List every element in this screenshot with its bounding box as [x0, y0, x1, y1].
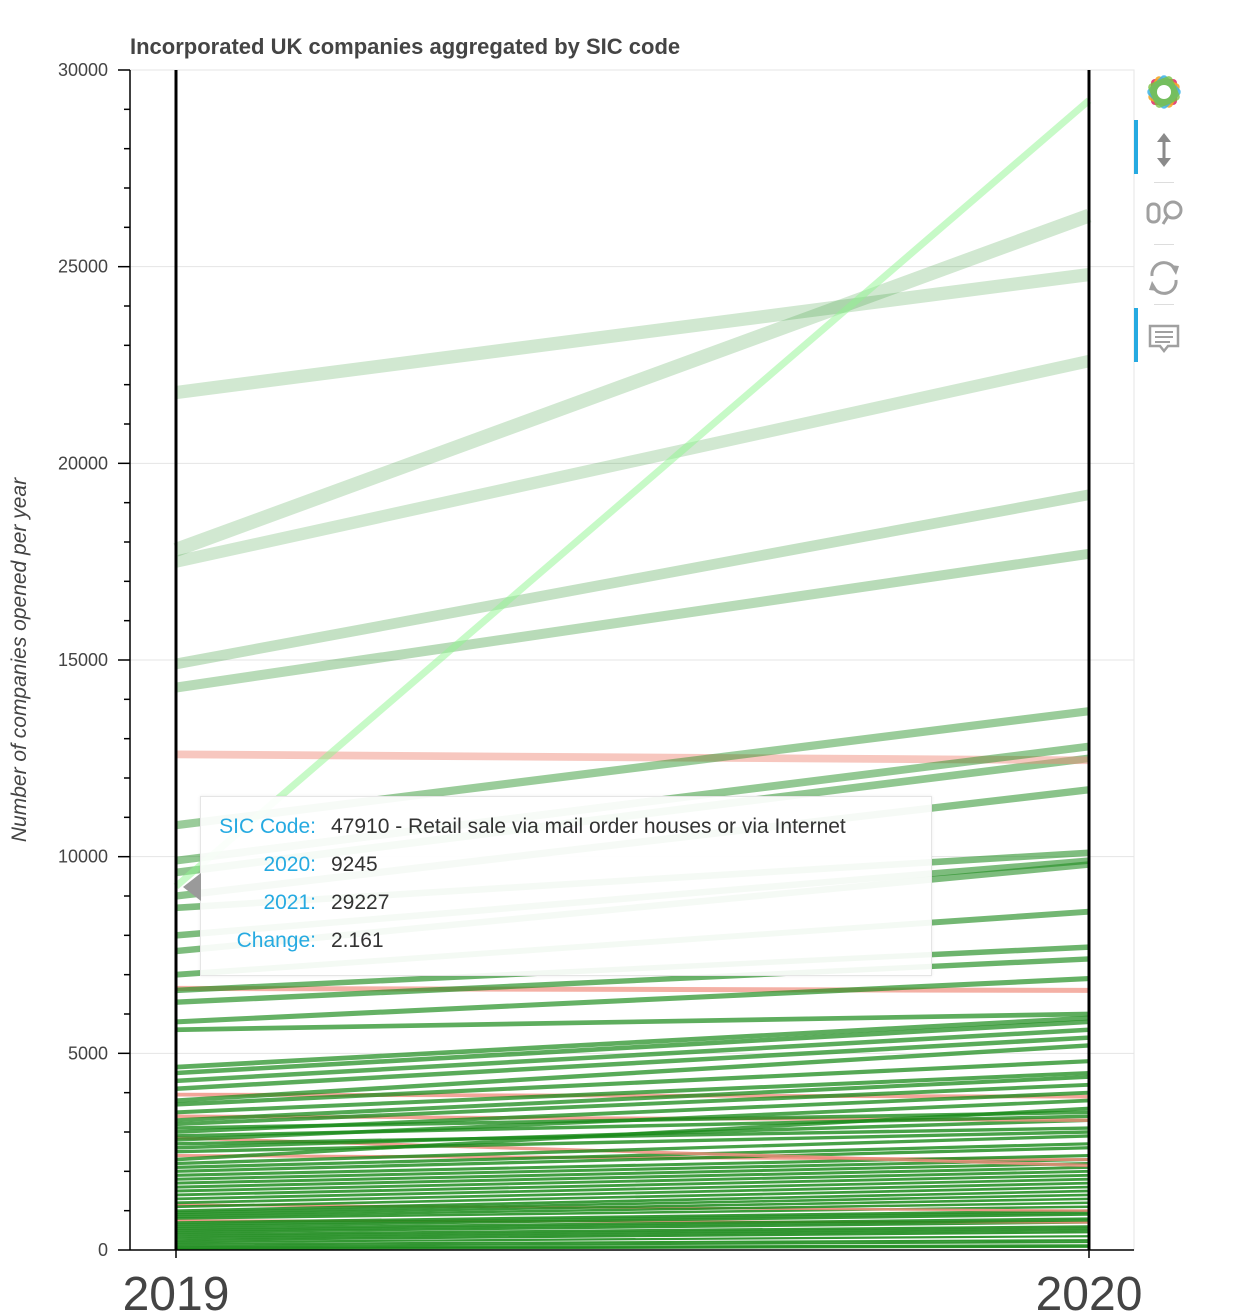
- series-line: [175, 489, 1090, 670]
- series-line: [175, 1211, 1090, 1226]
- series-line: [173, 97, 1092, 890]
- series-line: [175, 1015, 1090, 1070]
- series-line: [175, 548, 1090, 693]
- y-tick-label: 20000: [58, 453, 108, 473]
- series-line: [175, 1221, 1090, 1234]
- series-line: [175, 1225, 1090, 1236]
- tooltip-row-2020: 2020: 9245: [201, 853, 921, 883]
- series-line: [175, 1189, 1090, 1213]
- y-tick-label: 25000: [58, 257, 108, 277]
- tooltip-key: 2020:: [263, 853, 316, 876]
- ywheel-zoom-icon: [1157, 133, 1171, 167]
- series-line: [175, 1181, 1090, 1205]
- y-tick-label: 30000: [58, 60, 108, 80]
- series-line: [175, 1239, 1090, 1246]
- series-line: [175, 1146, 1090, 1173]
- y-tick-label: 0: [98, 1240, 108, 1260]
- series-line: [175, 1219, 1090, 1232]
- series-line: [175, 1011, 1090, 1033]
- series-line: [175, 1173, 1090, 1197]
- series-lines: [173, 97, 1092, 1250]
- tooltip-arrow: [183, 873, 201, 901]
- series-line: [175, 1193, 1090, 1214]
- series-line: [175, 1227, 1090, 1238]
- series-line: [175, 1245, 1090, 1250]
- tooltip-key: SIC Code:: [219, 815, 316, 838]
- series-line: [175, 1035, 1090, 1091]
- series-line: [175, 1106, 1090, 1162]
- hover-tool[interactable]: [1134, 308, 1194, 362]
- series-line: [175, 1158, 1090, 1181]
- series-line: [175, 1209, 1090, 1224]
- axes: [118, 69, 1134, 1258]
- series-line: [175, 1071, 1090, 1115]
- series-line: [174, 355, 1091, 568]
- series-line: [175, 1126, 1090, 1146]
- series-line: [175, 1027, 1090, 1084]
- tooltip-row-change: Change: 2.161: [201, 929, 921, 959]
- series-line: [175, 1154, 1090, 1177]
- series-line: [175, 985, 1090, 993]
- series-line: [175, 1201, 1090, 1218]
- y-tick-label: 5000: [68, 1043, 108, 1063]
- y-tick-label: 15000: [58, 650, 108, 670]
- series-line: [175, 267, 1090, 400]
- series-line: [175, 1217, 1090, 1230]
- series-line: [175, 1142, 1090, 1169]
- series-line: [175, 1090, 1090, 1134]
- series-line: [175, 1185, 1090, 1209]
- series-line: [175, 1241, 1090, 1248]
- series-line: [175, 1229, 1090, 1240]
- chart-title: Incorporated UK companies aggregated by …: [130, 34, 680, 59]
- series-line: [175, 1244, 1090, 1249]
- tooltip-key: 2021:: [263, 891, 316, 914]
- series-line: [175, 1197, 1090, 1216]
- hover-tooltip: SIC Code: 47910 - Retail sale via mail o…: [183, 796, 932, 976]
- series-line: [175, 956, 1090, 1005]
- series-line: [175, 1165, 1090, 1189]
- tooltip-row-sic-code: SIC Code: 47910 - Retail sale via mail o…: [201, 815, 921, 845]
- series-line: [175, 1092, 1090, 1099]
- series-line: [175, 1043, 1090, 1103]
- x-tick-label-2019: 2019: [123, 1268, 230, 1316]
- bokeh-logo-icon[interactable]: [1134, 64, 1194, 118]
- series-line: [175, 1082, 1090, 1127]
- series-line: [175, 1231, 1090, 1242]
- y-tick-labels: 0 5000 10000 15000 20000 25000 30000: [58, 60, 108, 1260]
- reset-icon: [1149, 261, 1179, 295]
- tooltip-value: 9245: [331, 853, 378, 876]
- series-line: [175, 1019, 1090, 1076]
- zoom-in-out-tool[interactable]: [1134, 186, 1194, 240]
- series-line: [175, 750, 1090, 765]
- y-axis-label: Number of companies opened per year: [8, 477, 31, 842]
- series-line: [175, 1134, 1090, 1166]
- x-tick-label-2020: 2020: [1036, 1268, 1143, 1316]
- series-line: [175, 1098, 1090, 1142]
- chart-toolbar: [1134, 62, 1194, 382]
- series-line: [175, 1169, 1090, 1193]
- series-line: [175, 1235, 1090, 1244]
- series-line: [173, 208, 1092, 557]
- tooltip-key: Change:: [236, 929, 316, 952]
- series-line: [175, 1059, 1090, 1107]
- reset-tool[interactable]: [1134, 248, 1194, 302]
- tooltip-value: 47910 - Retail sale via mail order house…: [331, 815, 846, 838]
- y-tick-label: 10000: [58, 847, 108, 867]
- tooltip-value: 29227: [331, 891, 390, 914]
- series-line: [175, 976, 1090, 1025]
- series-line: [175, 1177, 1090, 1201]
- tooltip-row-2021: 2021: 29227: [201, 891, 921, 921]
- series-line: [175, 1161, 1090, 1185]
- tooltip-value: 2.161: [331, 929, 384, 952]
- series-line: [175, 1074, 1090, 1123]
- zoom-in-out-icon: [1146, 200, 1183, 225]
- series-line: [175, 1213, 1090, 1228]
- ywheel-zoom-tool[interactable]: [1134, 120, 1194, 174]
- series-line: [175, 1130, 1090, 1154]
- hover-tooltip-icon: [1148, 324, 1180, 354]
